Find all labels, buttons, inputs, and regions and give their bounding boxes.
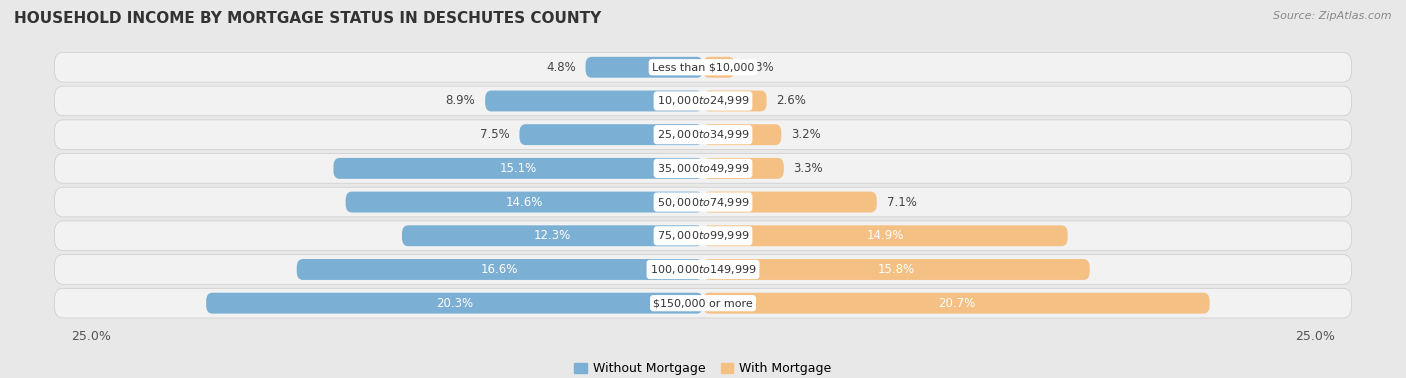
Text: $50,000 to $74,999: $50,000 to $74,999 xyxy=(657,195,749,209)
Text: 15.8%: 15.8% xyxy=(877,263,915,276)
FancyBboxPatch shape xyxy=(55,288,1351,318)
Text: 15.1%: 15.1% xyxy=(499,162,537,175)
Text: $75,000 to $99,999: $75,000 to $99,999 xyxy=(657,229,749,242)
Legend: Without Mortgage, With Mortgage: Without Mortgage, With Mortgage xyxy=(569,357,837,378)
Text: 16.6%: 16.6% xyxy=(481,263,519,276)
FancyBboxPatch shape xyxy=(207,293,703,314)
FancyBboxPatch shape xyxy=(485,90,703,112)
FancyBboxPatch shape xyxy=(55,187,1351,217)
Text: 8.9%: 8.9% xyxy=(446,94,475,107)
FancyBboxPatch shape xyxy=(703,259,1090,280)
FancyBboxPatch shape xyxy=(703,158,783,179)
Text: Less than $10,000: Less than $10,000 xyxy=(652,62,754,72)
FancyBboxPatch shape xyxy=(333,158,703,179)
Text: 3.3%: 3.3% xyxy=(793,162,823,175)
FancyBboxPatch shape xyxy=(703,225,1067,246)
FancyBboxPatch shape xyxy=(55,86,1351,116)
Text: $25,000 to $34,999: $25,000 to $34,999 xyxy=(657,128,749,141)
Text: $100,000 to $149,999: $100,000 to $149,999 xyxy=(650,263,756,276)
FancyBboxPatch shape xyxy=(297,259,703,280)
FancyBboxPatch shape xyxy=(519,124,703,145)
Text: Source: ZipAtlas.com: Source: ZipAtlas.com xyxy=(1274,11,1392,21)
FancyBboxPatch shape xyxy=(703,124,782,145)
Text: 14.6%: 14.6% xyxy=(506,195,543,209)
Text: 7.1%: 7.1% xyxy=(887,195,917,209)
Text: 3.2%: 3.2% xyxy=(792,128,821,141)
Text: 20.3%: 20.3% xyxy=(436,297,474,310)
FancyBboxPatch shape xyxy=(703,90,766,112)
FancyBboxPatch shape xyxy=(585,57,703,78)
FancyBboxPatch shape xyxy=(346,192,703,212)
Text: 20.7%: 20.7% xyxy=(938,297,974,310)
FancyBboxPatch shape xyxy=(402,225,703,246)
FancyBboxPatch shape xyxy=(55,53,1351,82)
Text: HOUSEHOLD INCOME BY MORTGAGE STATUS IN DESCHUTES COUNTY: HOUSEHOLD INCOME BY MORTGAGE STATUS IN D… xyxy=(14,11,602,26)
Text: 14.9%: 14.9% xyxy=(866,229,904,242)
FancyBboxPatch shape xyxy=(703,293,1209,314)
FancyBboxPatch shape xyxy=(703,57,735,78)
FancyBboxPatch shape xyxy=(703,192,877,212)
Text: 12.3%: 12.3% xyxy=(534,229,571,242)
Text: 2.6%: 2.6% xyxy=(776,94,806,107)
FancyBboxPatch shape xyxy=(55,120,1351,149)
Text: 1.3%: 1.3% xyxy=(745,61,775,74)
FancyBboxPatch shape xyxy=(55,255,1351,284)
Text: $150,000 or more: $150,000 or more xyxy=(654,298,752,308)
Text: 7.5%: 7.5% xyxy=(479,128,509,141)
Text: 4.8%: 4.8% xyxy=(546,61,575,74)
FancyBboxPatch shape xyxy=(55,221,1351,251)
Text: $35,000 to $49,999: $35,000 to $49,999 xyxy=(657,162,749,175)
FancyBboxPatch shape xyxy=(55,153,1351,183)
Text: $10,000 to $24,999: $10,000 to $24,999 xyxy=(657,94,749,107)
